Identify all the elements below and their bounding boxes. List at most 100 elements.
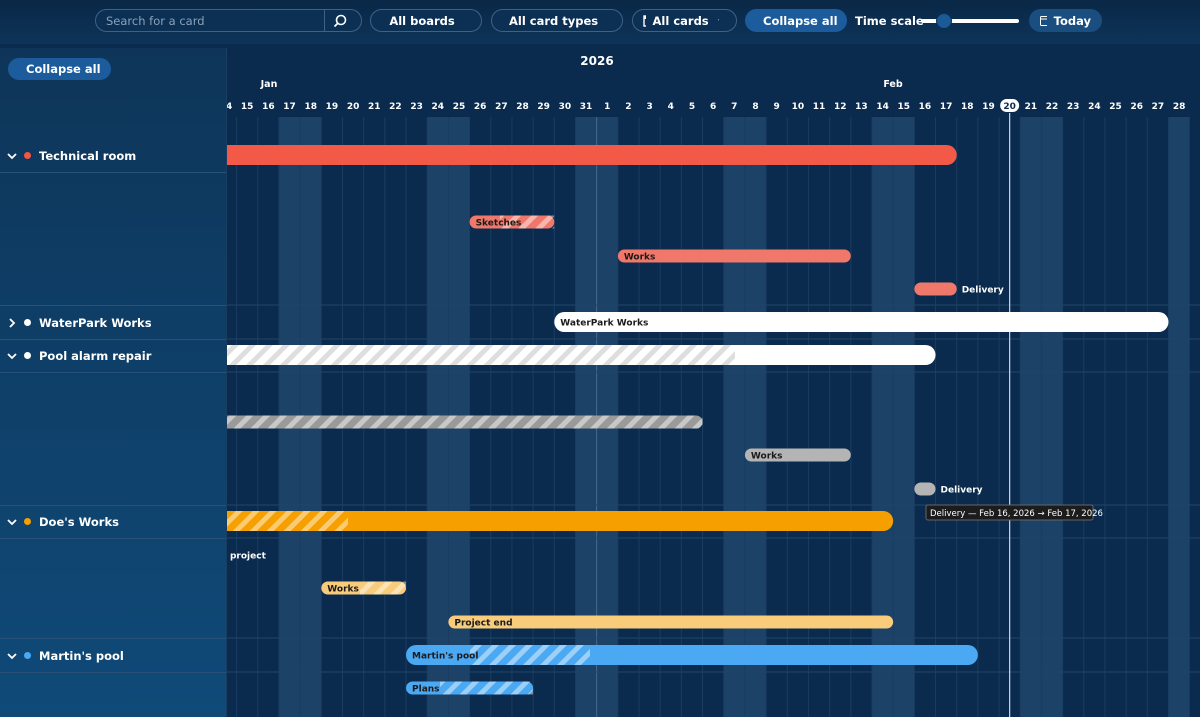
- group-name: Pool alarm repair: [39, 348, 152, 363]
- day-label: 23: [1067, 102, 1080, 112]
- sidebar-collapse-all[interactable]: Collapse all: [8, 58, 111, 80]
- today-highlight: [1000, 99, 1020, 112]
- day-label: 7: [731, 102, 737, 112]
- card-bar-stripes: [226, 345, 735, 365]
- card-label: Delivery: [962, 285, 1004, 295]
- collapse-all-label: Collapse all: [26, 62, 101, 76]
- card-label: WaterPark Works: [560, 318, 648, 328]
- card-types-filter[interactable]: All card types: [491, 9, 623, 32]
- day-label: 20: [1003, 102, 1016, 112]
- search-box[interactable]: Search for a card: [95, 9, 362, 32]
- card-label: Martin's pool: [412, 651, 478, 661]
- boards-label: All boards: [389, 13, 455, 28]
- card-bar: [215, 511, 894, 531]
- today-label: Today: [1053, 13, 1091, 28]
- day-label: 24: [432, 102, 445, 112]
- row-separator: [0, 372, 226, 373]
- day-label: 25: [453, 102, 466, 112]
- day-label: 2: [625, 102, 631, 112]
- group-row[interactable]: Doe's Works: [0, 505, 226, 538]
- weekend-column: [744, 117, 767, 717]
- collapse-all-label: Collapse all: [763, 13, 838, 28]
- expand-toggle[interactable]: [5, 516, 19, 528]
- day-label: 8: [752, 102, 758, 112]
- search-button[interactable]: [324, 10, 361, 31]
- chevron: [7, 152, 17, 159]
- card-bar: [744, 448, 851, 462]
- day-label: 25: [1109, 102, 1122, 112]
- row-separator: [0, 638, 226, 639]
- day-label: 31: [580, 102, 593, 112]
- row-separator: [0, 672, 226, 673]
- expand-toggle[interactable]: [5, 150, 19, 162]
- group-row[interactable]: WaterPark Works: [0, 306, 226, 339]
- time-scale-slider[interactable]: [918, 10, 1022, 32]
- time-scale-label: Time scale: [855, 14, 924, 28]
- day-label: 23: [410, 102, 423, 112]
- weekend-column: [871, 117, 894, 717]
- day-label: 30: [559, 102, 572, 112]
- card-bar-stripes: [226, 511, 348, 531]
- group-color-dot: [24, 518, 31, 525]
- day-label: 6: [710, 102, 716, 112]
- card-label: Plans: [412, 684, 440, 694]
- day-label: 14: [876, 102, 889, 112]
- group-row[interactable]: Pool alarm repair: [0, 339, 226, 372]
- day-label: 17: [940, 102, 953, 112]
- card-bar: [215, 145, 957, 165]
- card-bar: [914, 482, 936, 496]
- boards-filter[interactable]: All boards: [370, 9, 482, 32]
- tooltip-box: [925, 504, 1094, 521]
- sidebar: Collapse all Technical room WaterPark Wor…: [0, 48, 227, 717]
- expand-toggle[interactable]: [5, 317, 19, 329]
- group-name: Doe's Works: [39, 514, 119, 529]
- day-label: 4: [668, 102, 674, 112]
- today-button[interactable]: Today: [1029, 9, 1102, 32]
- row-separator: [0, 339, 226, 340]
- expand-toggle[interactable]: [5, 650, 19, 662]
- card-label: Project end: [454, 618, 512, 628]
- board-icon: [382, 15, 383, 24]
- group-row[interactable]: Technical room: [0, 139, 226, 172]
- collapse-all-button[interactable]: Collapse all: [745, 9, 847, 32]
- search-icon: [333, 14, 346, 27]
- day-label: 12: [834, 102, 847, 112]
- slider-knob[interactable]: [936, 13, 952, 29]
- day-label: 22: [389, 102, 402, 112]
- group-row[interactable]: Martin's pool: [0, 639, 226, 672]
- chevron: [7, 352, 17, 359]
- day-label: 24: [1088, 102, 1101, 112]
- search-placeholder: Search for a card: [106, 13, 205, 28]
- day-label: 26: [474, 102, 487, 112]
- cards-icon: [643, 14, 646, 27]
- card-label: ng project: [214, 551, 267, 561]
- day-label: 1: [604, 102, 610, 112]
- day-label: 19: [326, 102, 339, 112]
- group-name: Technical room: [39, 148, 137, 163]
- day-label: 20: [347, 102, 360, 112]
- year-label: 2026: [580, 54, 613, 68]
- day-label: 15: [241, 102, 254, 112]
- expand-toggle[interactable]: [5, 350, 19, 362]
- day-label: 3: [646, 102, 652, 112]
- chevron: [7, 652, 17, 659]
- day-label: 18: [304, 102, 317, 112]
- row-separator: [0, 505, 226, 506]
- day-label: 28: [1173, 102, 1186, 112]
- group-color-dot: [24, 352, 31, 359]
- card-types-label: All card types: [509, 13, 599, 28]
- weekend-column: [1020, 117, 1042, 717]
- day-label: 21: [1025, 102, 1038, 112]
- day-label: 18: [961, 102, 974, 112]
- card-label: Works: [327, 584, 359, 594]
- weekend-column: [1168, 117, 1190, 717]
- day-label: 10: [792, 102, 805, 112]
- day-label: 28: [516, 102, 529, 112]
- cards-filter[interactable]: All cards: [632, 9, 737, 32]
- card-label: Works: [624, 252, 656, 262]
- group-color-dot: [24, 319, 31, 326]
- day-label: 22: [1046, 102, 1059, 112]
- cards-label: All cards: [652, 13, 709, 28]
- card-bar: [914, 282, 957, 296]
